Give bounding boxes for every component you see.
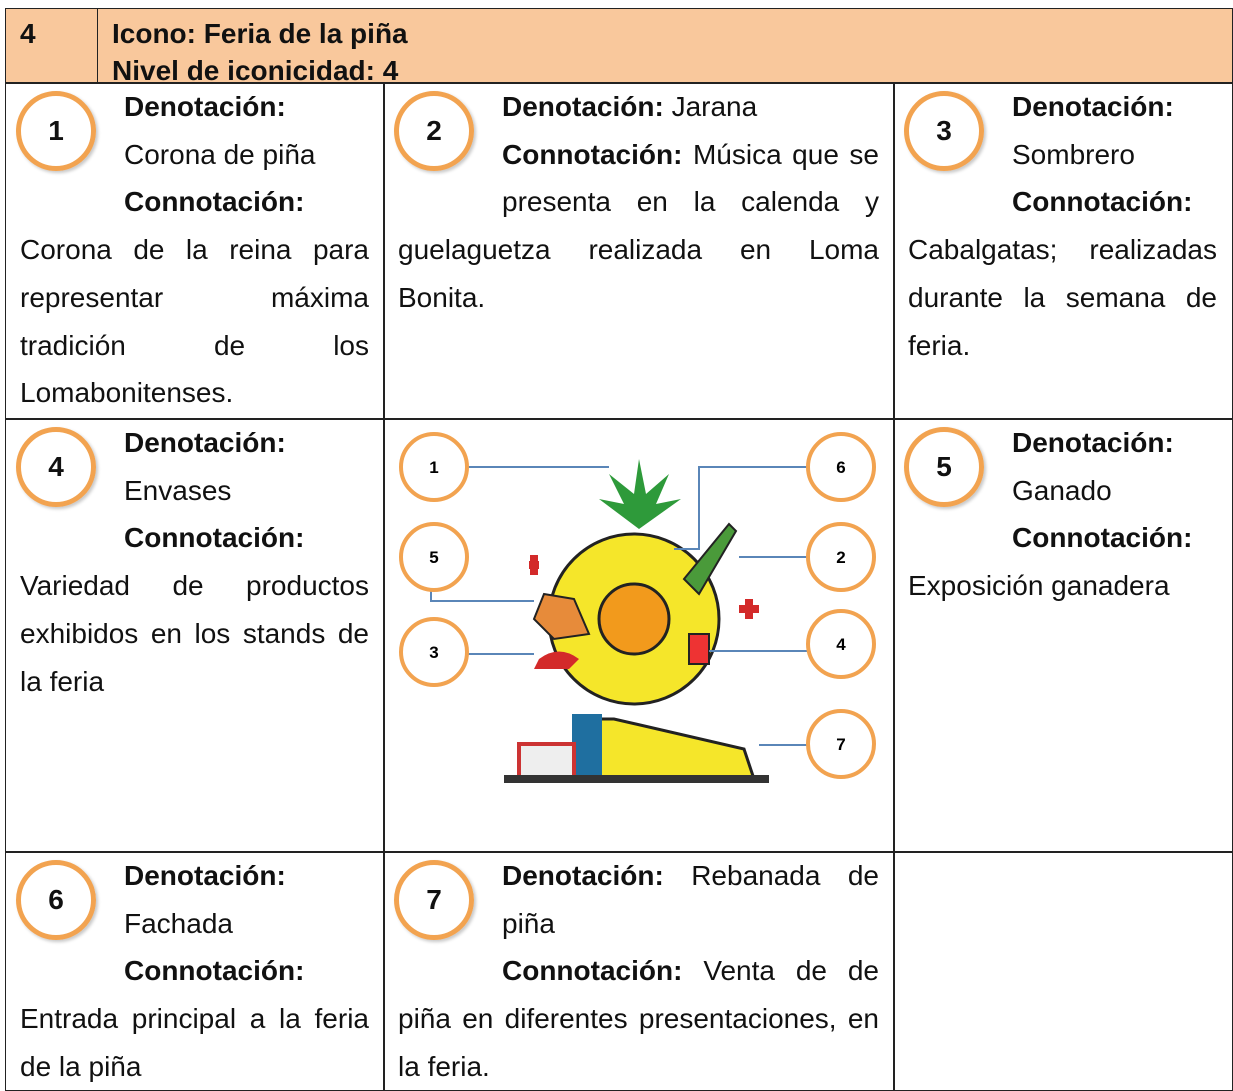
denotation-label: Denotación: [502, 860, 664, 891]
callout-number: 3 [429, 643, 438, 662]
connotation: Connotación: Venta de de piña en diferen… [398, 947, 879, 1090]
cell: 6 Denotación: Fachada Connotación: Entrada… [5, 851, 385, 1091]
connotation-value: Entrada principal a la feria de la piña [20, 1003, 369, 1082]
wheel-hub [597, 582, 671, 656]
denotation-label: Denotación: [1012, 427, 1174, 458]
badge: 1 [16, 91, 96, 171]
illustration [504, 459, 769, 783]
connotation-value: Exposición ganadera [908, 570, 1170, 602]
cow [532, 592, 591, 641]
denotation: Denotación: Ganado [908, 419, 1217, 514]
denotation-value: Ganado [1012, 474, 1112, 506]
connotation: Connotación: Cabalgatas; realizadas dura… [908, 178, 1217, 369]
badge: 2 [394, 91, 474, 171]
denotation-label: Denotación: [124, 427, 286, 458]
diagram: 1 6 5 2 3 4 7 [399, 432, 876, 783]
connotation: Connotación: Exposición ganadera [908, 514, 1217, 609]
cell: 7 Denotación: Rebanada de piña Connotación… [383, 851, 895, 1091]
denotation-value: Jarana [671, 91, 758, 122]
leader-lines [430, 466, 808, 746]
connotation: Connotación: Corona de la reina para rep… [20, 178, 369, 417]
callout-circle [806, 709, 876, 779]
callout-number: 4 [836, 635, 846, 654]
cell: 1 Denotación: Corona de piña Connotación: … [5, 82, 385, 420]
connotation-value: Música que se presenta en la calenda y g… [398, 138, 879, 313]
connotation-label: Connotación: [124, 186, 305, 218]
denotation-value: Sombrero [1012, 138, 1135, 170]
cell: 4 Denotación: Envases Connotación: Varieda… [5, 418, 385, 853]
leader-line [430, 590, 534, 602]
badge: 4 [16, 427, 96, 507]
pineapple-crown [599, 459, 681, 529]
denotation: Denotación: Sombrero [908, 83, 1217, 178]
leader-line [674, 466, 808, 550]
cell: 2 Denotación: Jarana Connotación: Música q… [383, 82, 895, 420]
flower [529, 555, 539, 575]
denotation-value: Rebanada de piña [502, 860, 879, 939]
connotation-label: Connotación: [1012, 522, 1193, 554]
callout-number: 6 [836, 458, 845, 477]
denotation-value: Fachada [124, 907, 233, 939]
connotation: Connotación: Entrada principal a la feri… [20, 947, 369, 1090]
guitar [682, 522, 738, 596]
denotation-label: Denotación: [502, 91, 664, 122]
bottle [688, 633, 710, 665]
header-title: Icono: Feria de la piña [112, 18, 408, 49]
callout-number: 5 [429, 548, 438, 567]
badge: 7 [394, 860, 474, 940]
cell: 5 Denotación: Ganado Connotación: Exposici… [893, 418, 1233, 853]
connotation-label: Connotación: [1012, 186, 1193, 218]
building-tower [572, 714, 602, 779]
denotation: Denotación: Envases [20, 419, 369, 514]
denotation-label: Denotación: [124, 860, 286, 891]
denotation: Denotación: Fachada [20, 852, 369, 947]
callout-circle [399, 617, 469, 687]
callout-circle [806, 609, 876, 679]
denotation-value: Envases [124, 474, 232, 506]
header-number: 4 [20, 18, 36, 49]
denotation: Denotación: Jarana [398, 83, 879, 131]
denotation-label: Denotación: [1012, 91, 1174, 122]
empty-cell [893, 851, 1233, 1091]
callout-number: 2 [836, 548, 845, 567]
connotation-value: Venta de de piña en diferentes presentac… [398, 955, 879, 1082]
connotation-label: Connotación: [124, 955, 305, 987]
connotation-value: Corona de la reina para representar máxi… [20, 234, 369, 409]
ground [504, 775, 769, 783]
callout-number: 7 [836, 735, 845, 754]
diagram-cell: 1 6 5 2 3 4 7 [383, 418, 895, 853]
callout-circle [399, 522, 469, 592]
badge: 6 [16, 860, 96, 940]
callout-circle [806, 432, 876, 502]
connotation-value: Variedad de productos exhibidos en los s… [20, 570, 369, 697]
denotation: Denotación: Rebanada de piña [398, 852, 879, 947]
denotation-value: Corona de piña [124, 138, 316, 170]
header-title-cell: Icono: Feria de la piña Nivel de iconici… [97, 8, 1233, 86]
building-annex [517, 742, 576, 781]
connotation: Connotación: Música que se presenta en l… [398, 131, 879, 322]
connotation-label: Connotación: [124, 522, 305, 554]
denotation-label: Denotación: [124, 91, 286, 122]
connotation-value: Cabalgatas; realizadas durante la semana… [908, 234, 1217, 361]
callout-circle [806, 522, 876, 592]
connotation-label: Connotación: [502, 955, 683, 987]
header-number-cell: 4 [5, 8, 99, 84]
connotation-label: Connotación: [502, 138, 683, 170]
badge: 5 [904, 427, 984, 507]
badge: 3 [904, 91, 984, 171]
denotation: Denotación: Corona de piña [20, 83, 369, 178]
callout-number: 1 [429, 458, 438, 477]
flower [739, 599, 759, 619]
header-level: Nivel de iconicidad: 4 [112, 55, 399, 86]
callout-circle [399, 432, 469, 502]
cell: 3 Denotación: Sombrero Connotación: Cabalg… [893, 82, 1233, 420]
hat [534, 651, 579, 669]
connotation: Connotación: Variedad de productos exhib… [20, 514, 369, 705]
